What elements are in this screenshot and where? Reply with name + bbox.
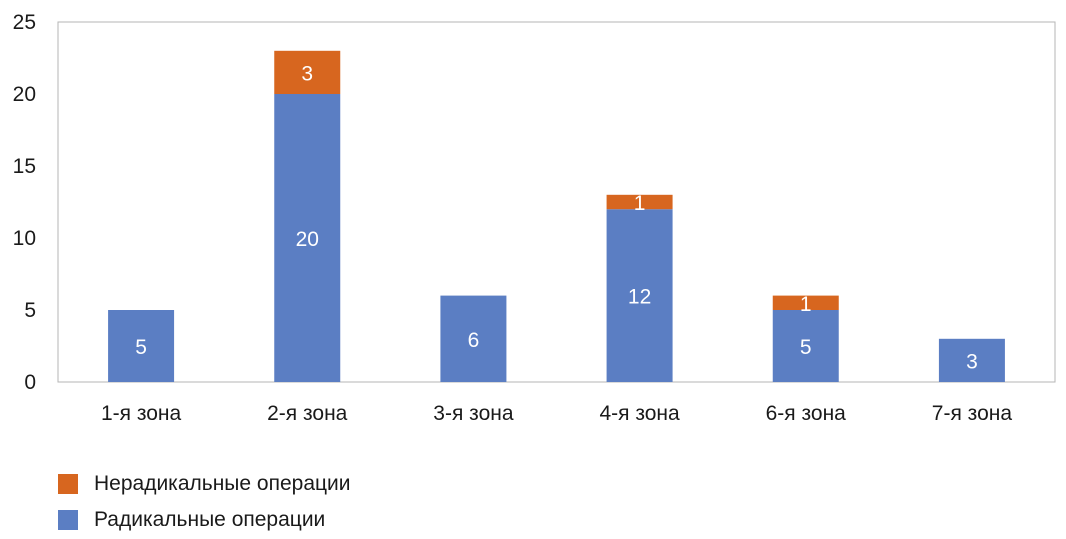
data-label: 1 bbox=[634, 192, 646, 215]
y-tick-label: 5 bbox=[24, 299, 36, 322]
bar-nonradical bbox=[606, 194, 673, 210]
bar-nonradical bbox=[274, 50, 341, 94]
bar-radical bbox=[440, 295, 507, 382]
bar-radical bbox=[274, 94, 341, 382]
data-label: 1 bbox=[800, 293, 812, 316]
x-tick-label: 1-я зона bbox=[101, 402, 182, 425]
legend-swatch-radical bbox=[58, 510, 78, 530]
data-label: 5 bbox=[135, 336, 147, 359]
bar-radical bbox=[938, 338, 1005, 382]
legend-label: Нерадикальные операции bbox=[94, 472, 351, 495]
data-label: 12 bbox=[628, 286, 651, 309]
legend-item-nonradical: Нерадикальные операции bbox=[58, 466, 351, 502]
bar-radical bbox=[108, 310, 175, 382]
data-label: 5 bbox=[800, 336, 812, 359]
bar-nonradical bbox=[772, 295, 839, 310]
legend-label: Радикальные операции bbox=[94, 508, 326, 531]
legend-swatch-nonradical bbox=[58, 474, 78, 494]
data-label: 3 bbox=[301, 62, 313, 85]
y-tick-label: 15 bbox=[13, 155, 36, 178]
x-tick-label: 7-я зона bbox=[932, 402, 1013, 425]
legend-item-radical: Радикальные операции bbox=[58, 502, 351, 538]
plot-area bbox=[57, 21, 1056, 383]
data-label: 6 bbox=[468, 329, 480, 352]
x-tick-label: 4-я зона bbox=[599, 402, 680, 425]
x-tick-label: 2-я зона bbox=[267, 402, 348, 425]
bar-radical bbox=[606, 209, 673, 382]
x-tick-label: 6-я зона bbox=[766, 402, 847, 425]
bar-radical bbox=[772, 310, 839, 382]
y-tick-label: 10 bbox=[13, 227, 36, 250]
y-tick-label: 25 bbox=[13, 11, 36, 34]
y-tick-label: 20 bbox=[13, 83, 36, 106]
data-label: 3 bbox=[966, 350, 978, 373]
x-tick-label: 3-я зона bbox=[433, 402, 514, 425]
legend: Нерадикальные операции Радикальные опера… bbox=[58, 466, 351, 538]
data-label: 20 bbox=[296, 228, 319, 251]
y-tick-label: 0 bbox=[24, 371, 36, 394]
